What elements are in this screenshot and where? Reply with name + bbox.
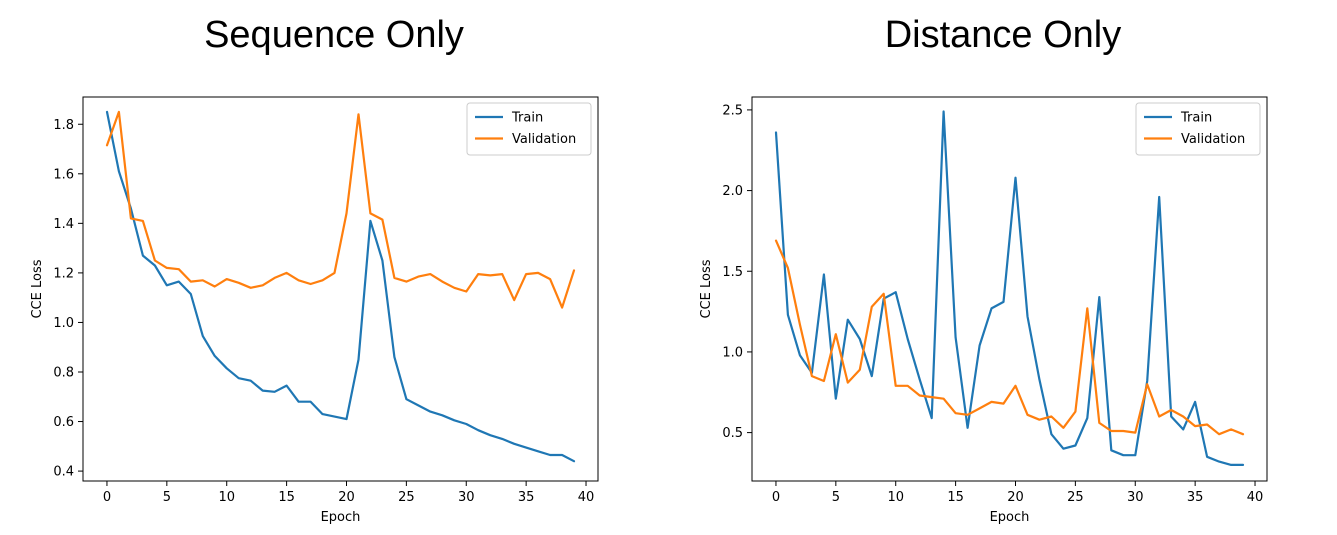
x-tick-label: 20 xyxy=(338,490,355,505)
distance-only-line-chart: 0 5 10 15 20 25 30 35 40 0.5 1.0 1.5 2.0 2.5 Epoch CCE … xyxy=(699,96,1268,525)
x-tick-label: 30 xyxy=(458,490,475,505)
y-axis-label: CCE Loss xyxy=(30,259,45,318)
x-tick-label: 15 xyxy=(278,490,295,505)
y-tick-label: 2.0 xyxy=(722,184,743,199)
x-tick-label: 5 xyxy=(163,490,171,505)
legend-label-validation: Validation xyxy=(1181,132,1245,147)
x-axis-label: Epoch xyxy=(321,510,361,525)
series-line-train xyxy=(774,110,1245,466)
y-tick-label: 1.5 xyxy=(722,265,743,280)
x-tick-label: 0 xyxy=(103,490,111,505)
x-tick-label: 25 xyxy=(398,490,415,505)
x-tick-label: 0 xyxy=(772,490,780,505)
series-line-validation xyxy=(105,110,576,309)
x-tick-label: 5 xyxy=(832,490,840,505)
y-tick-label: 1.0 xyxy=(722,345,743,360)
y-tick-label: 1.6 xyxy=(53,167,74,182)
x-tick-label: 20 xyxy=(1007,490,1024,505)
series-line-validation xyxy=(774,239,1245,436)
y-axis-label: CCE Loss xyxy=(699,259,714,318)
chart-title: Sequence Only xyxy=(204,14,464,56)
x-tick-label: 10 xyxy=(887,490,904,505)
x-tick-label: 40 xyxy=(1247,490,1264,505)
x-tick-label: 25 xyxy=(1067,490,1084,505)
x-tick-label: 40 xyxy=(578,490,595,505)
x-tick-label: 10 xyxy=(218,490,235,505)
sequence-only-line-chart: 0 5 10 15 20 25 30 35 40 0.4 0.6 0.8 1.0 1.2 1.4 1.6 1.8… xyxy=(30,96,599,525)
x-tick-label: 35 xyxy=(1187,490,1204,505)
y-tick-label: 1.8 xyxy=(53,118,74,133)
x-tick-label: 15 xyxy=(947,490,964,505)
legend: Train Validation xyxy=(1135,102,1261,156)
x-tick-label: 35 xyxy=(518,490,535,505)
y-tick-label: 2.5 xyxy=(722,103,743,118)
chart-title: Distance Only xyxy=(884,14,1122,56)
chart-panel-distance-only: Distance Only 0 5 10 15 20 25 30 35 40 0.5 1.0 1.5 2… xyxy=(669,0,1337,535)
y-tick-label: 0.6 xyxy=(53,415,74,430)
y-tick-label: 1.4 xyxy=(53,217,74,232)
legend-label-train: Train xyxy=(511,111,543,126)
axes-frame xyxy=(82,96,599,482)
y-tick-label: 1.2 xyxy=(53,266,74,281)
axes-frame xyxy=(751,96,1268,482)
y-tick-label: 0.4 xyxy=(53,465,74,480)
y-tick-label: 1.0 xyxy=(53,316,74,331)
x-axis-label: Epoch xyxy=(990,510,1030,525)
series-line-train xyxy=(105,110,576,463)
y-tick-label: 0.8 xyxy=(53,365,74,380)
legend: Train Validation xyxy=(466,102,592,156)
legend-label-train: Train xyxy=(1180,111,1212,126)
y-tick-label: 0.5 xyxy=(722,426,743,441)
legend-label-validation: Validation xyxy=(512,132,576,147)
x-tick-label: 30 xyxy=(1127,490,1144,505)
chart-panel-sequence-only: Sequence Only 0 5 10 15 20 25 30 35 40 0.4 0.6 0.8 1… xyxy=(0,0,668,535)
